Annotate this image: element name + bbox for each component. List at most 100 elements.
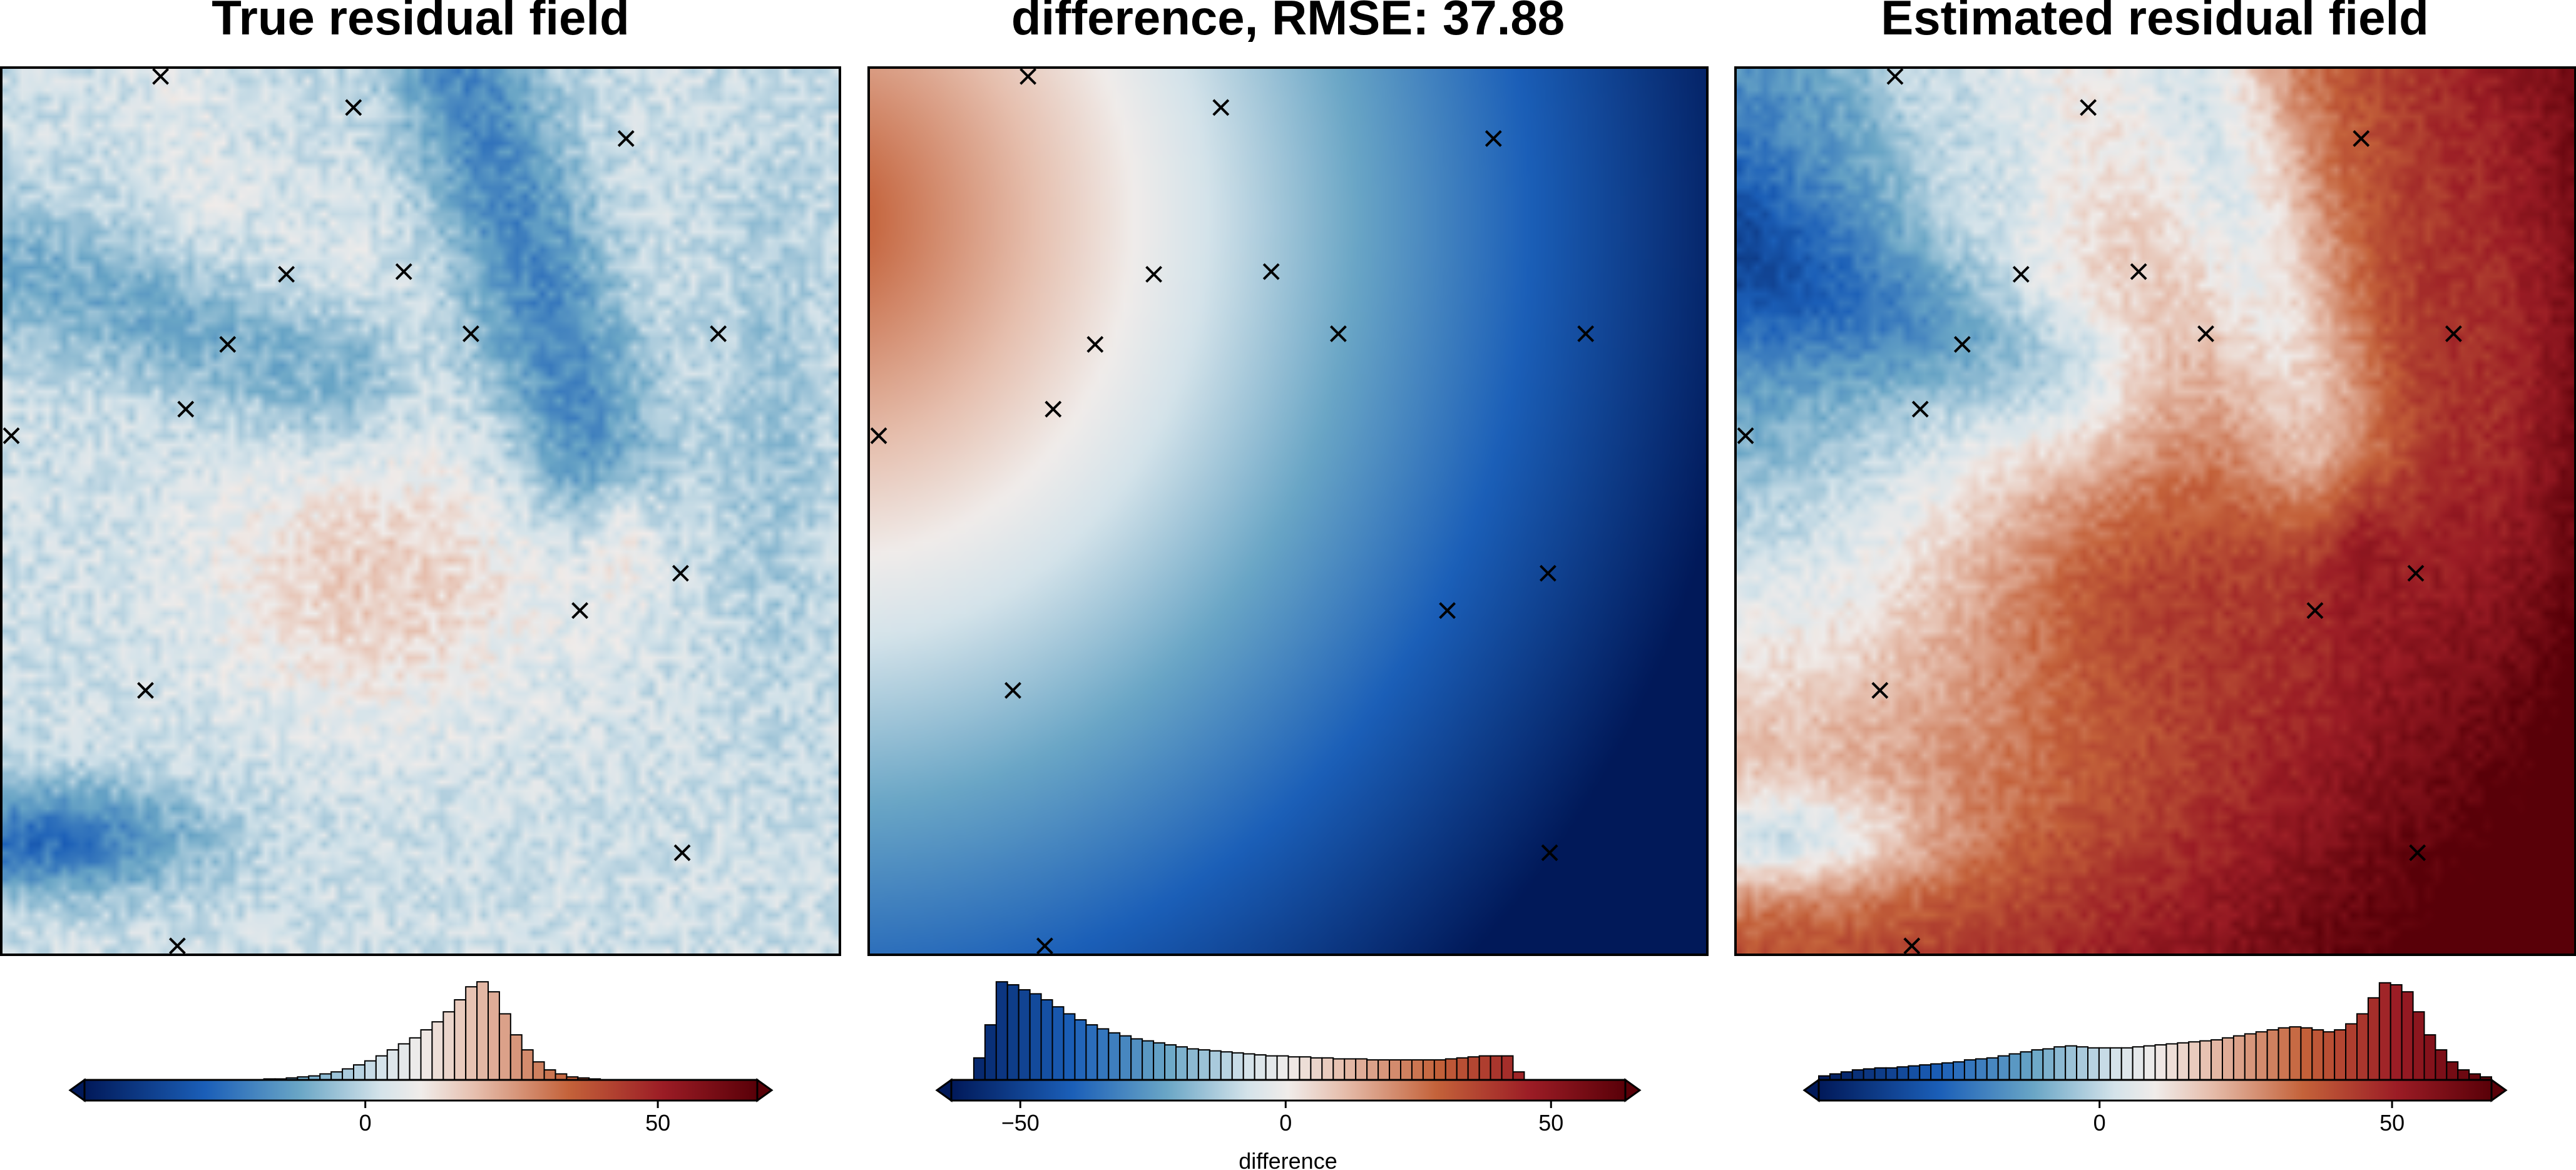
histogram-bar: [1908, 1065, 1921, 1081]
station-marker: [1036, 937, 1053, 955]
histogram: [973, 981, 1525, 1081]
histogram-bar: [1186, 1048, 1199, 1081]
histogram-bar: [1490, 1055, 1503, 1081]
histogram-bar: [2378, 982, 2391, 1081]
colorbar-ticks: 0 50: [2093, 1101, 2405, 1136]
histogram-bar: [1411, 1059, 1424, 1081]
marker-layer: [870, 68, 1595, 955]
histogram-bar: [342, 1068, 354, 1081]
histogram-bar: [2412, 1011, 2425, 1081]
station-marker: [395, 263, 412, 280]
station-marker: [1539, 564, 1556, 582]
histogram-bar: [2065, 1045, 2078, 1081]
histogram-bar: [1164, 1044, 1177, 1081]
histogram-bar: [2120, 1047, 2134, 1081]
histogram-bar: [2211, 1039, 2223, 1081]
station-marker: [1439, 602, 1456, 619]
histogram-bar: [1130, 1038, 1143, 1081]
station-marker: [3, 427, 20, 444]
panel-title: True residual field: [212, 0, 630, 45]
histogram-bar: [2199, 1040, 2212, 1081]
panel-title: difference, RMSE: 37.88: [1011, 0, 1565, 45]
histogram-bar: [2244, 1033, 2257, 1081]
marker-layer: [3, 68, 727, 955]
map-frame: [0, 66, 841, 956]
histogram-bar: [1276, 1055, 1289, 1081]
histogram-bar: [1142, 1040, 1155, 1081]
station-marker: [2130, 263, 2147, 280]
station-marker: [152, 68, 170, 85]
histogram-bar: [1063, 1013, 1076, 1081]
histogram-bar: [2031, 1049, 2044, 1081]
histogram-bar: [2165, 1043, 2179, 1081]
histogram-bar: [2222, 1037, 2234, 1081]
histogram-bar: [995, 981, 1008, 1081]
histogram-bar: [1242, 1053, 1255, 1081]
histogram-bar: [1953, 1061, 1965, 1081]
histogram-bar: [2255, 1031, 2268, 1081]
colorbar-over-arrow: [756, 1078, 774, 1102]
histogram-bar: [2323, 1031, 2336, 1081]
histogram: [263, 981, 601, 1081]
histogram-bar: [2042, 1048, 2055, 1081]
histogram-bar: [1153, 1042, 1166, 1081]
histogram-bar: [1074, 1019, 1087, 1081]
station-marker: [2407, 564, 2425, 582]
colorbar-ticks: 0 50: [359, 1101, 670, 1136]
colorbar: [68, 1078, 774, 1102]
histogram-bar: [2289, 1026, 2302, 1081]
histogram-bar: [386, 1049, 399, 1081]
histogram-bar: [1231, 1052, 1244, 1081]
histogram-bar: [2154, 1044, 2167, 1081]
panel-estimated-residual-field: Estimated residual field 0 50: [1734, 0, 2576, 1136]
histogram-bar: [532, 1061, 545, 1081]
map-frame: [1734, 66, 2576, 956]
station-marker: [2409, 844, 2426, 862]
histogram-bar: [1029, 993, 1042, 1081]
histogram-bar: [1512, 1071, 1525, 1081]
station-marker: [1953, 336, 1971, 353]
histogram: [1818, 982, 2492, 1081]
station-marker: [2012, 265, 2030, 283]
heatmap-image: [1735, 68, 2575, 955]
histogram-bar: [364, 1060, 377, 1081]
histogram-bar: [2367, 997, 2380, 1081]
histogram-bar: [1501, 1055, 1514, 1081]
station-marker: [1886, 68, 1904, 85]
histogram-bar: [1975, 1058, 1988, 1081]
station-marker: [1262, 263, 1280, 280]
histogram-bar: [1310, 1057, 1323, 1081]
station-marker: [1485, 130, 1502, 147]
station-marker: [2445, 325, 2462, 342]
station-marker: [1145, 265, 1163, 283]
histogram-bar: [1018, 989, 1031, 1081]
colorbar-under-arrow: [1802, 1078, 1820, 1102]
station-marker: [710, 325, 727, 342]
histogram-bar: [1851, 1069, 1864, 1081]
histogram-bar: [2300, 1027, 2313, 1081]
colorbar-tick-label: 50: [1538, 1110, 1563, 1136]
histogram-bar: [1321, 1057, 1334, 1081]
station-marker: [2080, 99, 2097, 116]
histogram-bar: [2389, 984, 2403, 1081]
station-marker: [1903, 937, 1921, 955]
colorbar-under-arrow: [68, 1078, 86, 1102]
histogram-bar: [1930, 1063, 1943, 1081]
colorbar-gradient: [84, 1080, 757, 1101]
station-marker: [1020, 68, 1037, 85]
station-marker: [672, 564, 689, 582]
histogram-bar: [1119, 1035, 1132, 1081]
station-marker: [462, 325, 479, 342]
histogram-bar: [1265, 1055, 1278, 1081]
histogram-bar: [1433, 1059, 1446, 1081]
histogram-bar: [1040, 999, 1053, 1081]
histogram-bar: [2109, 1047, 2122, 1081]
histogram-bar: [1400, 1059, 1413, 1081]
histogram-bar: [375, 1055, 388, 1081]
histogram-bar: [2446, 1061, 2459, 1081]
station-marker: [177, 400, 195, 418]
histogram-bar: [2435, 1049, 2448, 1081]
colorbar-gradient: [1819, 1080, 2492, 1101]
histogram-bar: [1209, 1050, 1222, 1081]
